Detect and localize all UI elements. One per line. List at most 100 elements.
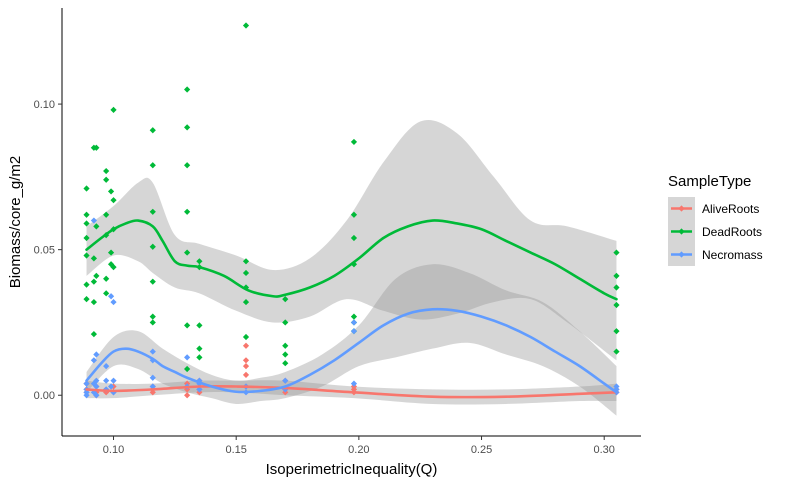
necromass-point: [83, 392, 90, 399]
necromass-point: [103, 377, 110, 384]
deadroots-point: [149, 313, 156, 320]
necromass-point: [83, 380, 90, 387]
necromass-point: [90, 217, 97, 224]
necromass-point: [282, 377, 289, 384]
legend-items: AliveRoots DeadRoots Necromass: [668, 197, 763, 266]
legend-marker-deadroots: [678, 228, 685, 235]
deadroots-point: [613, 301, 620, 309]
necromass-point: [184, 354, 191, 361]
deadroots-ci-ribbon: [86, 120, 617, 361]
x-axis-title: IsoperimetricInequality(Q): [266, 461, 438, 478]
deadroots-point: [196, 258, 203, 265]
deadroots-point: [613, 328, 620, 335]
necromass-point: [93, 383, 100, 390]
necromass-point: [103, 363, 110, 370]
legend-marker-necromass: [678, 251, 685, 258]
deadroots-point: [90, 255, 97, 262]
necromass-point: [350, 380, 358, 387]
deadroots-point: [83, 281, 90, 288]
aliveroots-point: [242, 371, 250, 378]
necromass-point: [282, 386, 289, 393]
deadroots-point: [107, 188, 115, 195]
deadroots-point: [93, 144, 100, 151]
deadroots-point: [83, 234, 90, 242]
deadroots-point: [184, 86, 191, 93]
deadroots-point: [149, 127, 156, 134]
deadroots-point: [242, 298, 250, 306]
deadroots-point: [184, 124, 191, 131]
deadroots-point: [110, 106, 117, 114]
deadroots-point: [282, 342, 289, 349]
deadroots-point: [350, 313, 358, 320]
legend-label-necromass: Necromass: [702, 248, 763, 262]
deadroots-point: [613, 249, 620, 256]
deadroots-point: [149, 208, 156, 215]
deadroots-point: [242, 333, 250, 341]
deadroots-point: [107, 261, 115, 268]
necromass-point: [93, 351, 100, 358]
deadroots-point: [93, 272, 100, 279]
deadroots-point: [149, 162, 156, 169]
deadroots-point: [242, 22, 250, 29]
deadroots-point: [184, 162, 191, 169]
deadroots-point: [103, 211, 110, 218]
deadroots-smooth-line: [85, 219, 618, 301]
deadroots-point: [83, 296, 90, 303]
deadroots-point: [184, 365, 191, 373]
necromass-point: [149, 383, 156, 390]
deadroots-point: [83, 252, 90, 259]
deadroots-point: [110, 264, 117, 271]
deadroots-point: [83, 185, 90, 192]
necromass-point: [350, 319, 358, 326]
necromass-point: [110, 377, 117, 384]
deadroots-point: [282, 360, 289, 367]
legend-marker-aliveroots: [678, 205, 685, 212]
deadroots-point: [350, 234, 358, 242]
deadroots-point: [110, 197, 117, 204]
necromass-point: [110, 298, 117, 306]
aliveroots-point: [184, 392, 191, 399]
deadroots-point: [184, 322, 191, 329]
necromass-point: [350, 328, 358, 335]
y-tick-label: 0.10: [34, 99, 55, 111]
y-axis-title: Biomass/core_g/m2: [7, 156, 24, 289]
deadroots-point: [149, 278, 156, 285]
deadroots-point: [103, 275, 110, 282]
deadroots-point: [103, 290, 110, 297]
deadroots-point: [196, 345, 203, 352]
x-axis-ticks: 0.10 0.15 0.20 0.25 0.30: [103, 436, 615, 456]
deadroots-point: [103, 176, 110, 183]
deadroots-point: [242, 269, 250, 277]
legend-title: SampleType: [668, 173, 751, 190]
aliveroots-point: [242, 357, 250, 364]
x-tick-label: 0.25: [471, 444, 492, 456]
necromass-point: [93, 377, 100, 384]
deadroots-point: [107, 249, 115, 256]
necromass-point: [90, 357, 97, 364]
deadroots-point: [184, 208, 191, 215]
deadroots-point: [242, 284, 250, 291]
y-tick-label: 0.00: [34, 390, 55, 402]
aliveroots-point: [242, 363, 250, 370]
deadroots-point: [613, 272, 620, 279]
necromass-smooth-line: [85, 307, 618, 394]
deadroots-point: [103, 167, 110, 175]
necromass-ci-ribbon: [86, 264, 617, 416]
deadroots-point: [242, 258, 250, 265]
x-tick-label: 0.20: [348, 444, 369, 456]
x-tick-label: 0.15: [225, 444, 246, 456]
aliveroots-smooth-line: [85, 384, 618, 399]
deadroots-point: [282, 296, 289, 303]
deadroots-point: [196, 354, 203, 361]
deadroots-point: [184, 249, 191, 256]
deadroots-point: [282, 319, 289, 326]
legend-label-deadroots: DeadRoots: [702, 225, 762, 239]
deadroots-point: [149, 243, 156, 250]
deadroots-point: [83, 211, 90, 218]
aliveroots-point: [242, 342, 250, 349]
smooth-lines: [85, 219, 618, 399]
deadroots-point: [350, 138, 358, 146]
deadroots-point: [90, 330, 97, 338]
